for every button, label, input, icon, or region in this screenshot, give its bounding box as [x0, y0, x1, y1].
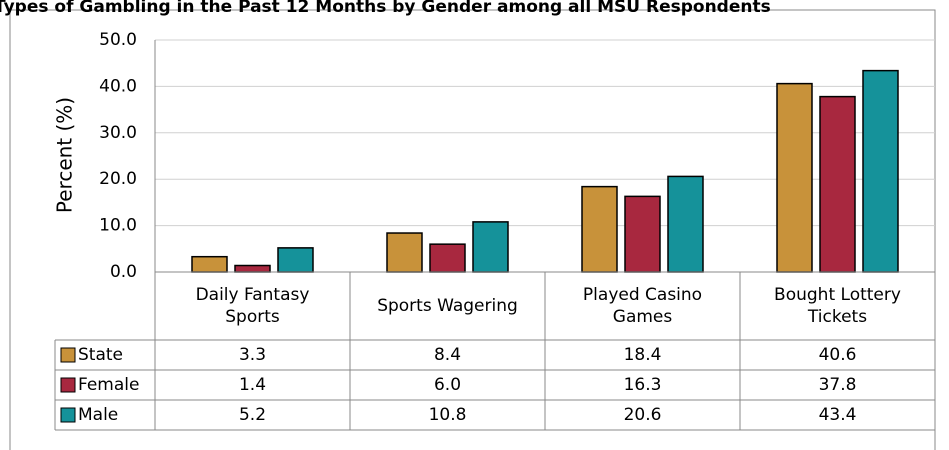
bar	[472, 221, 509, 273]
bar	[862, 69, 899, 273]
data-label: 1.4	[239, 375, 266, 395]
bar	[624, 195, 661, 273]
chart-border	[9, 9, 936, 450]
bar	[819, 95, 856, 273]
bar	[667, 175, 704, 273]
x-tick-label: Sports Wagering	[377, 296, 518, 316]
y-tick-label: 0.0	[110, 262, 137, 282]
bar	[776, 82, 813, 273]
legend-swatch	[60, 407, 76, 423]
y-tick-label: 50.0	[99, 30, 137, 50]
data-label: 16.3	[624, 375, 662, 395]
y-tick-label: 40.0	[99, 76, 137, 96]
y-tick-label: 30.0	[99, 123, 137, 143]
data-label: 8.4	[434, 345, 461, 365]
data-label: 3.3	[239, 345, 266, 365]
data-label: 37.8	[819, 375, 857, 395]
x-tick-label: Daily Fantasy	[196, 285, 310, 305]
bar	[386, 232, 423, 273]
data-label: 40.6	[819, 345, 857, 365]
x-tick-label: Bought Lottery	[774, 285, 901, 305]
legend-swatch	[60, 347, 76, 363]
bar	[277, 247, 314, 273]
data-label: 10.8	[429, 405, 467, 425]
data-label: 43.4	[819, 405, 857, 425]
x-tick-label: Sports	[225, 307, 280, 327]
bar	[429, 243, 466, 273]
x-tick-label: Games	[613, 307, 673, 327]
bar	[234, 264, 271, 273]
x-tick-label: Tickets	[807, 307, 867, 327]
data-label: 5.2	[239, 405, 266, 425]
legend-label: Male	[78, 405, 118, 425]
x-tick-label: Played Casino	[583, 285, 702, 305]
bar	[581, 185, 618, 273]
data-label: 20.6	[624, 405, 662, 425]
data-label: 18.4	[624, 345, 662, 365]
y-tick-label: 20.0	[99, 169, 137, 189]
y-axis-label: Percent (%)	[53, 97, 77, 213]
legend-label: Female	[78, 375, 139, 395]
legend-label: State	[78, 345, 123, 365]
chart-title: Types of Gambling in the Past 12 Months …	[0, 0, 771, 17]
data-label: 6.0	[434, 375, 461, 395]
legend-swatch	[60, 377, 76, 393]
bar	[191, 255, 228, 273]
y-tick-label: 10.0	[99, 216, 137, 236]
